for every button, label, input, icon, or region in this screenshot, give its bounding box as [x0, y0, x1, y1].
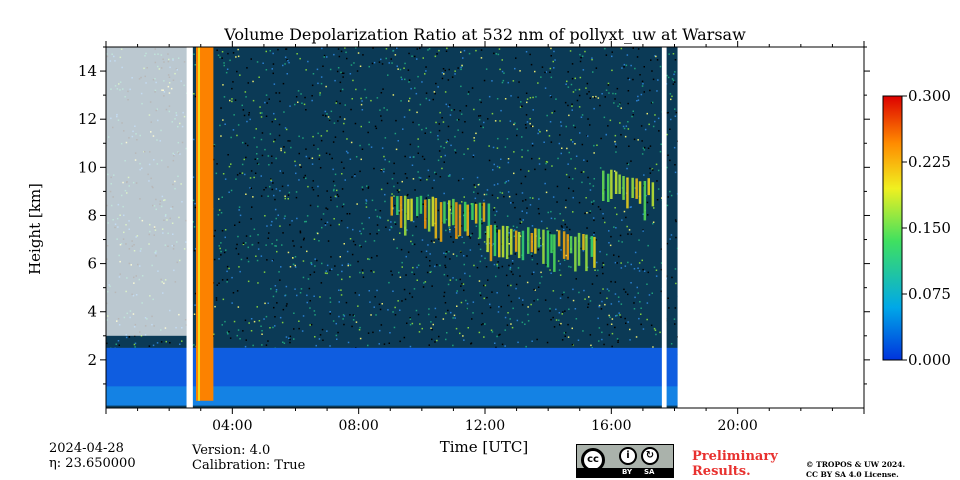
feature-boundary-layer-top: [106, 386, 678, 406]
y-tick-label-4: 10: [78, 158, 97, 176]
x-tick-label-4: 20:00: [717, 418, 757, 434]
footer-version-block: Version: 4.0 Calibration: True: [192, 443, 305, 473]
data-gap-2: [677, 47, 864, 408]
x-axis: 04:00 08:00 12:00 16:00 20:00: [105, 41, 865, 434]
x-axis-label: Time [UTC]: [439, 438, 529, 456]
colorbar-tick-label-3: 0.225: [908, 153, 951, 171]
feature-cirrus-4: [602, 169, 655, 221]
y-tick-label-1: 4: [87, 303, 97, 321]
badge-sa-label: SA: [644, 468, 655, 476]
colorbar-axis: 0.000 0.075 0.150 0.225 0.300: [902, 87, 951, 369]
x-tick-label-1: 08:00: [338, 418, 378, 434]
version-text: Version: 4.0: [192, 443, 271, 458]
y-tick-label-6: 14: [78, 62, 97, 80]
x-tick-label-2: 12:00: [465, 418, 505, 434]
share-alike-icon: ↻: [641, 447, 659, 465]
feature-cirrus-3: [486, 224, 596, 272]
preliminary-line-2: Results.: [692, 464, 751, 479]
calibration-text: Calibration: True: [192, 458, 306, 473]
y-axis: 2 4 6 8 10 12 14: [78, 46, 870, 385]
x-tick-label-0: 04:00: [212, 418, 252, 434]
footer-date-block: 2024-04-28 η: 23.650000: [49, 441, 136, 471]
measurement-date: 2024-04-28: [49, 441, 124, 456]
attribution-icon: i: [619, 447, 637, 465]
plot-frame: [105, 46, 865, 409]
colorbar-tick-label-4: 0.300: [908, 87, 951, 105]
badge-band: [577, 468, 673, 477]
copyright-notice: © TROPOS & UW 2024. CC BY SA 4.0 License…: [806, 460, 905, 480]
preliminary-notice: Preliminary Results.: [692, 449, 778, 479]
sparse-region: [106, 47, 187, 336]
y-tick-label-0: 2: [87, 351, 97, 369]
feature-cirrus-2: [390, 195, 491, 242]
x-tick-label-3: 16:00: [591, 418, 631, 434]
y-tick-label-5: 12: [78, 110, 97, 128]
colorbar-tick-label-0: 0.000: [908, 351, 951, 369]
feature-depol-column-core: [198, 47, 201, 401]
preliminary-line-1: Preliminary: [692, 449, 778, 464]
copyright-line-1: © TROPOS & UW 2024.: [806, 460, 906, 469]
eta-value: η: 23.650000: [49, 456, 136, 471]
data-gap-1: [661, 47, 667, 408]
y-tick-label-3: 8: [87, 206, 97, 224]
y-axis-label: Height [km]: [26, 183, 44, 275]
badge-by-label: BY: [622, 468, 633, 476]
copyright-line-2: CC BY SA 4.0 License.: [806, 470, 899, 479]
colorbar-tick-label-1: 0.075: [908, 285, 951, 303]
colorbar: [882, 95, 903, 361]
data-gap-0: [186, 47, 193, 408]
chart-title: Volume Depolarization Ratio at 532 nm of…: [224, 25, 746, 44]
plot-area: [106, 47, 864, 408]
cc-by-sa-badge: cc i ↻ BY SA: [576, 444, 674, 478]
colorbar-tick-label-2: 0.150: [908, 219, 951, 237]
y-tick-label-2: 6: [87, 255, 97, 273]
feature-depol-column: [196, 47, 214, 401]
